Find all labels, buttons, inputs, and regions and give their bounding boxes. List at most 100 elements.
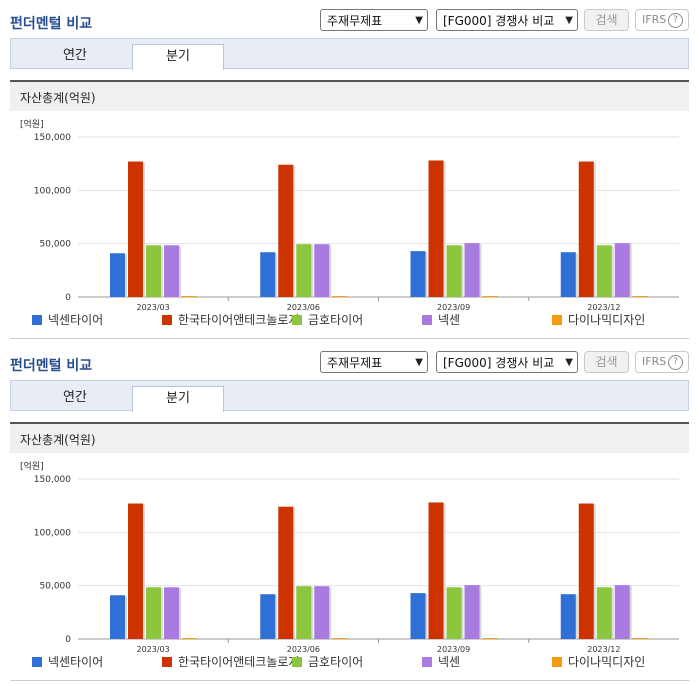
bar	[482, 638, 498, 639]
period-tabs: 연간 분기	[10, 380, 689, 412]
bar	[410, 593, 426, 639]
y-tick-label: 50,000	[40, 240, 72, 250]
legend-label: 넥센타이어	[48, 655, 104, 669]
legend-label: 금호타이어	[308, 313, 364, 327]
legend-item[interactable]: 넥센타이어	[32, 654, 103, 670]
bar	[182, 296, 197, 297]
bar	[278, 506, 294, 639]
statement-select-value: 주재무제표	[327, 14, 383, 28]
bar	[578, 161, 594, 297]
statement-select-value: 주재무제표	[327, 356, 383, 370]
bar	[596, 587, 612, 639]
bar	[578, 503, 594, 639]
legend-label: 넥센	[438, 655, 461, 669]
legend-item[interactable]: 한국타이어앤테크놀로지	[162, 654, 299, 670]
search-button[interactable]: 검색	[584, 351, 629, 373]
legend-item[interactable]: 금호타이어	[292, 312, 363, 328]
bar	[560, 594, 576, 639]
compare-select[interactable]: [FG000] 경쟁사 비교 ▼	[436, 9, 578, 31]
legend-item[interactable]: 다이나믹디자인	[552, 654, 645, 670]
chart-header: 자산총계(억원)	[10, 422, 689, 453]
help-icon[interactable]: ?	[668, 355, 683, 370]
legend-item[interactable]: 넥센타이어	[32, 312, 103, 328]
y-tick-label: 150,000	[34, 475, 71, 485]
bar	[296, 586, 312, 639]
legend-label: 다이나믹디자인	[568, 313, 646, 327]
legend-item[interactable]: 넥센	[422, 654, 460, 670]
bar-chart: [억원] 0 50,000 100,000 150,000 2023/03 2023/06 2…	[20, 460, 679, 654]
unit-label: [억원]	[20, 118, 44, 130]
legend-item[interactable]: 넥센	[422, 312, 460, 328]
search-button[interactable]: 검색	[584, 9, 629, 31]
bar	[278, 164, 294, 297]
bar	[164, 245, 179, 297]
y-tick-label: 100,000	[34, 186, 71, 196]
bar	[632, 638, 648, 639]
bar	[482, 296, 498, 297]
x-tick-label: 2023/09	[437, 303, 470, 312]
divider	[10, 338, 689, 339]
legend-swatch	[292, 315, 302, 325]
y-tick-label: 0	[65, 293, 71, 303]
panel-header: 펀더멘털 비교 주재무제표 ▼ [FG000] 경쟁사 비교 ▼ 검색 IFRS…	[0, 342, 696, 378]
bar	[182, 638, 197, 639]
legend-swatch	[552, 315, 562, 325]
x-tick-label: 2023/06	[287, 303, 320, 312]
ifrs-button[interactable]: IFRS ?	[635, 351, 689, 373]
chevron-down-icon: ▼	[415, 15, 423, 26]
bar	[332, 296, 348, 297]
legend-label: 넥센	[438, 313, 461, 327]
tab-quarterly[interactable]: 분기	[132, 386, 224, 412]
bar	[260, 594, 276, 639]
ifrs-label: IFRS	[642, 13, 667, 26]
bar	[260, 252, 276, 297]
statement-select[interactable]: 주재무제표 ▼	[320, 351, 428, 373]
bar	[110, 253, 125, 297]
legend-swatch	[32, 657, 42, 667]
bar	[146, 245, 161, 297]
legend-label: 다이나믹디자인	[568, 655, 646, 669]
legend-label: 한국타이어앤테크놀로지	[178, 313, 300, 327]
bar	[128, 161, 143, 297]
legend-label: 금호타이어	[308, 655, 364, 669]
tab-quarterly[interactable]: 분기	[132, 44, 224, 70]
chevron-down-icon: ▼	[565, 357, 573, 368]
chart-header: 자산총계(억원)	[10, 80, 689, 111]
bar	[314, 586, 330, 639]
period-tabs: 연간 분기	[10, 38, 689, 70]
help-icon[interactable]: ?	[668, 13, 683, 28]
fundamental-panel: 펀더멘털 비교 주재무제표 ▼ [FG000] 경쟁사 비교 ▼ 검색 IFRS…	[0, 342, 696, 684]
compare-select[interactable]: [FG000] 경쟁사 비교 ▼	[436, 351, 578, 373]
fundamental-panel: 펀더멘털 비교 주재무제표 ▼ [FG000] 경쟁사 비교 ▼ 검색 IFRS…	[0, 9, 696, 339]
panel-title: 펀더멘털 비교	[10, 358, 93, 374]
legend-swatch	[162, 315, 172, 325]
bar	[614, 585, 630, 639]
chevron-down-icon: ▼	[565, 15, 573, 26]
x-tick-label: 2023/12	[587, 645, 620, 654]
y-tick-label: 150,000	[34, 133, 71, 143]
chart-legend: 넥센타이어 한국타이어앤테크놀로지 금호타이어 넥센 다이나믹디자인	[0, 312, 696, 332]
compare-select-value: [FG000] 경쟁사 비교	[443, 14, 555, 28]
bar	[446, 587, 462, 639]
x-tick-label: 2023/12	[587, 303, 620, 312]
legend-item[interactable]: 한국타이어앤테크놀로지	[162, 312, 299, 328]
legend-swatch	[422, 657, 432, 667]
x-tick-label: 2023/06	[287, 645, 320, 654]
y-tick-label: 100,000	[34, 528, 71, 538]
legend-swatch	[32, 315, 42, 325]
bar	[428, 160, 444, 297]
divider	[10, 680, 689, 681]
legend-item[interactable]: 다이나믹디자인	[552, 312, 645, 328]
bar	[164, 587, 179, 639]
ifrs-button[interactable]: IFRS ?	[635, 9, 689, 31]
legend-swatch	[422, 315, 432, 325]
legend-item[interactable]: 금호타이어	[292, 654, 363, 670]
bar	[146, 587, 161, 639]
bar	[614, 243, 630, 297]
bar	[314, 244, 330, 297]
tab-annual[interactable]: 연간	[63, 390, 87, 405]
tab-annual[interactable]: 연간	[63, 48, 87, 63]
statement-select[interactable]: 주재무제표 ▼	[320, 9, 428, 31]
x-tick-label: 2023/03	[137, 303, 170, 312]
compare-select-value: [FG000] 경쟁사 비교	[443, 356, 555, 370]
